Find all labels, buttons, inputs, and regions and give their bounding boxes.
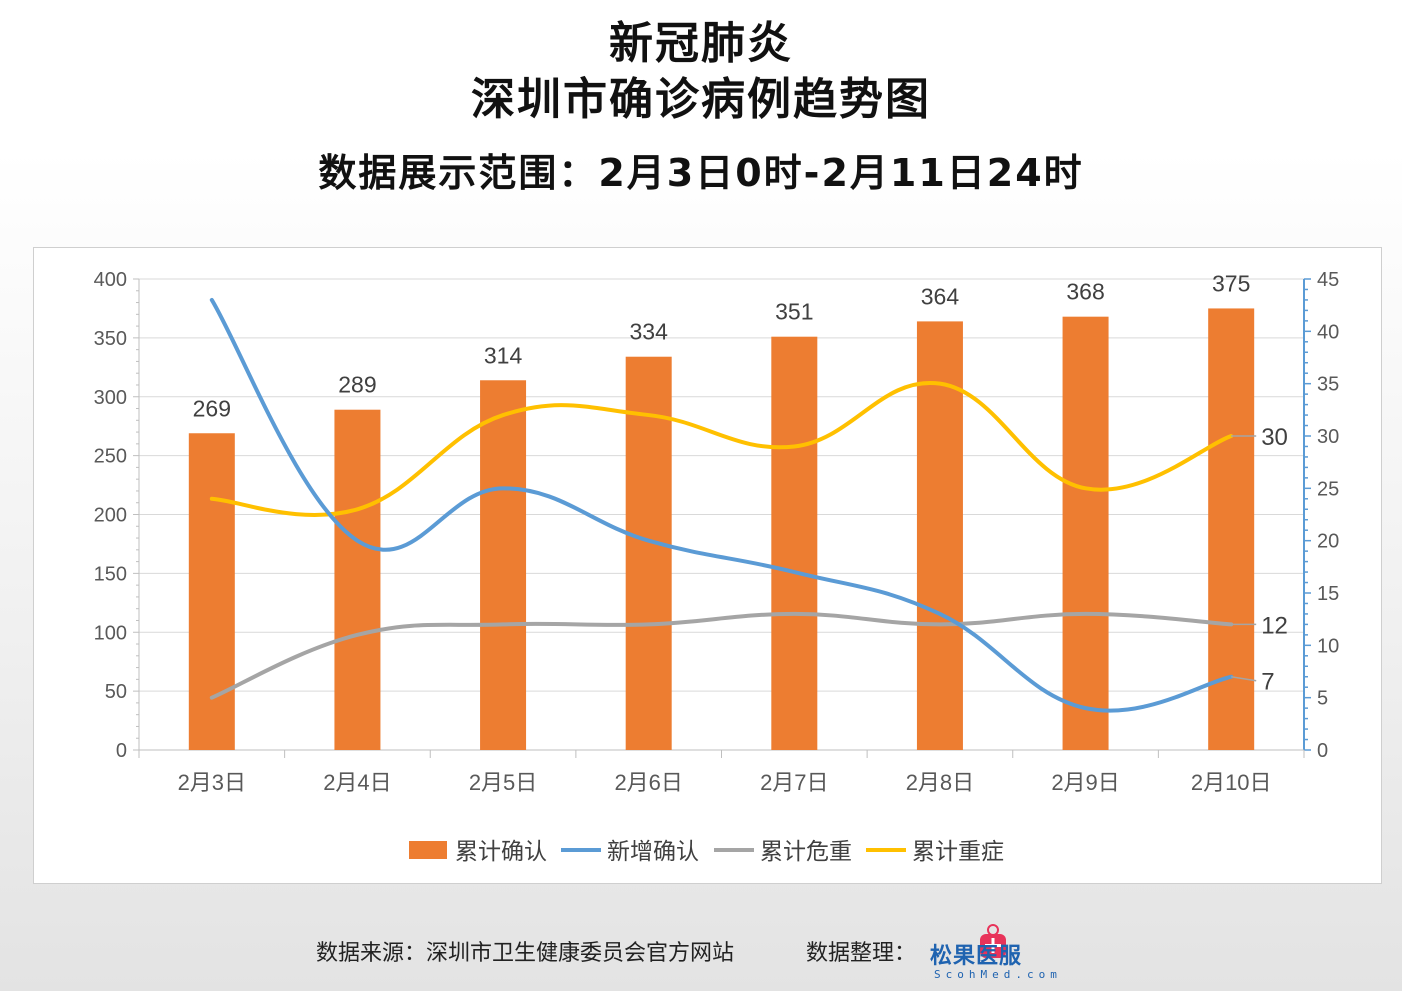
y-right-tick-label: 0 (1317, 740, 1328, 762)
data-source-text: 数据来源：深圳市卫生健康委员会官方网站 (316, 941, 735, 966)
scohmed-logo: 松果医服 ScohMed.com (930, 924, 1070, 984)
series-end-label: 12 (1261, 612, 1288, 639)
critical-line (209, 611, 1234, 700)
bar-data-label: 269 (193, 395, 231, 421)
bar-data-label: 364 (921, 283, 960, 309)
series-end-label: 30 (1261, 424, 1288, 451)
x-tick-label: 2月4日 (323, 770, 391, 795)
x-tick-label: 2月7日 (760, 770, 828, 795)
y-right-tick-label: 35 (1317, 374, 1339, 396)
y-left-tick-label: 200 (94, 505, 127, 527)
logo-name: 松果医服 (930, 944, 1023, 969)
chart-panel: 0 50 100 150 200 250 300 350 400 0 5 10 15 20 25 30 35 40… (33, 247, 1382, 884)
severe-line (209, 380, 1234, 517)
logo-subtext: ScohMed.com (934, 968, 1062, 981)
y-right-tick-label: 5 (1317, 688, 1328, 710)
bar (771, 336, 818, 750)
y-left-tick-label: 400 (94, 269, 127, 291)
y-right-tick-label: 40 (1317, 321, 1339, 343)
bar (334, 409, 381, 750)
legend-label: 累计确认 (455, 838, 547, 864)
chart-subtitle-range: 数据展示范围：2月3日0时-2月11日24时 (318, 151, 1084, 195)
x-tick-label: 2月3日 (178, 770, 246, 795)
series-end-label: 7 (1261, 669, 1274, 696)
new-confirmed-line (209, 297, 1234, 713)
bar (916, 321, 963, 750)
bar (1062, 316, 1109, 750)
y-right-tick-label: 25 (1317, 478, 1339, 500)
legend-label: 累计危重 (760, 838, 852, 864)
x-tick-label: 2月8日 (906, 770, 974, 795)
y-left-tick-label: 250 (94, 446, 127, 468)
y-left-tick-label: 150 (94, 563, 127, 585)
x-tick-label: 2月10日 (1191, 770, 1272, 795)
y-right-tick-label: 10 (1317, 635, 1339, 657)
y-right-tick-label: 30 (1317, 426, 1339, 448)
y-left-tick-label: 100 (94, 622, 127, 644)
end-label-leader (1231, 675, 1257, 682)
bar-data-label: 368 (1066, 279, 1104, 305)
chart-title-line2: 深圳市确诊病例趋势图 (471, 74, 931, 125)
bar-data-label: 289 (338, 372, 376, 398)
y-left-tick-label: 350 (94, 328, 127, 350)
x-tick-label: 2月5日 (469, 770, 537, 795)
bar (480, 380, 527, 750)
legend-swatch-box (409, 841, 447, 859)
bar (188, 433, 235, 750)
chart-title-line1: 新冠肺炎 (609, 18, 793, 69)
bar (625, 356, 672, 750)
bar-data-label: 375 (1212, 270, 1250, 296)
y-left-tick-label: 0 (116, 740, 127, 762)
y-left-tick-label: 300 (94, 387, 127, 409)
x-tick-label: 2月6日 (614, 770, 682, 795)
bar-data-label: 334 (630, 319, 669, 345)
bar-data-label: 314 (484, 342, 523, 368)
data-organizer-label: 数据整理： (806, 941, 917, 966)
bar-data-label: 351 (775, 299, 813, 325)
x-tick-label: 2月9日 (1051, 770, 1119, 795)
y-right-tick-label: 20 (1317, 531, 1339, 553)
chart-svg: 0 50 100 150 200 250 300 350 400 0 5 10 15 20 25 30 35 40… (94, 269, 1340, 864)
y-left-tick-label: 50 (105, 681, 127, 703)
legend-label: 新增确认 (607, 838, 699, 864)
logo-mark-icon (980, 924, 1006, 958)
legend-label: 累计重症 (912, 838, 1004, 864)
y-right-tick-label: 15 (1317, 583, 1339, 605)
y-right-tick-label: 45 (1317, 269, 1339, 291)
